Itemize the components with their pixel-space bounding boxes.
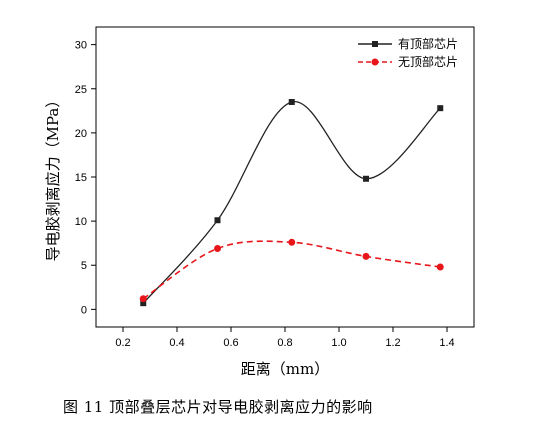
data-point: [436, 263, 444, 271]
y-axis-title: 导电胶剥离应力（MPa）: [44, 93, 62, 262]
data-point: [214, 244, 221, 252]
y-tick-label: 15: [75, 172, 87, 184]
data-point: [363, 175, 369, 182]
legend-marker: [371, 58, 379, 66]
series-line: [142, 240, 441, 300]
figure-caption: 图 11 顶部叠层芯片对导电胶剥离应力的影响: [63, 398, 373, 416]
data-point: [288, 99, 295, 105]
series-layer: [139, 99, 444, 307]
x-tick-label: 0.8: [277, 337, 292, 349]
x-axis-title: 距离（mm）: [241, 360, 329, 378]
x-tick-label: 1.0: [331, 337, 346, 349]
x-tick-label: 0.2: [115, 337, 130, 349]
x-tick-label: 0.6: [223, 337, 238, 349]
y-tick-label: 20: [75, 128, 87, 140]
x-tick-label: 0.4: [169, 337, 184, 349]
x-tick-label: 1.2: [385, 337, 400, 349]
plot-frame: [95, 26, 475, 328]
y-tick-label: 0: [81, 304, 87, 316]
data-point: [437, 105, 444, 112]
y-tick-label: 25: [75, 84, 87, 96]
y-tick-label: 5: [81, 260, 87, 272]
legend-marker: [372, 41, 378, 47]
y-tick-label: 10: [75, 216, 87, 228]
y-axis-ticks: 0 5 10 15 20 25 30: [75, 40, 96, 316]
data-point: [140, 300, 147, 307]
data-point: [362, 252, 370, 260]
x-tick-label: 1.4: [439, 337, 454, 349]
x-axis-ticks: 0.2 0.4 0.6 0.8 1.0 1.2 1.4: [115, 327, 455, 349]
legend-label: 无顶部芯片: [398, 54, 458, 69]
y-tick-label: 30: [75, 40, 87, 52]
data-point: [288, 238, 296, 246]
chart: 0.2 0.4 0.6 0.8 1.0 1.2 1.4 0 5 10 15 20 25 30 有顶部芯片…: [44, 26, 475, 378]
series-line: [142, 101, 441, 304]
data-point: [139, 295, 147, 303]
legend-label: 有顶部芯片: [398, 36, 458, 51]
data-point: [214, 217, 221, 224]
